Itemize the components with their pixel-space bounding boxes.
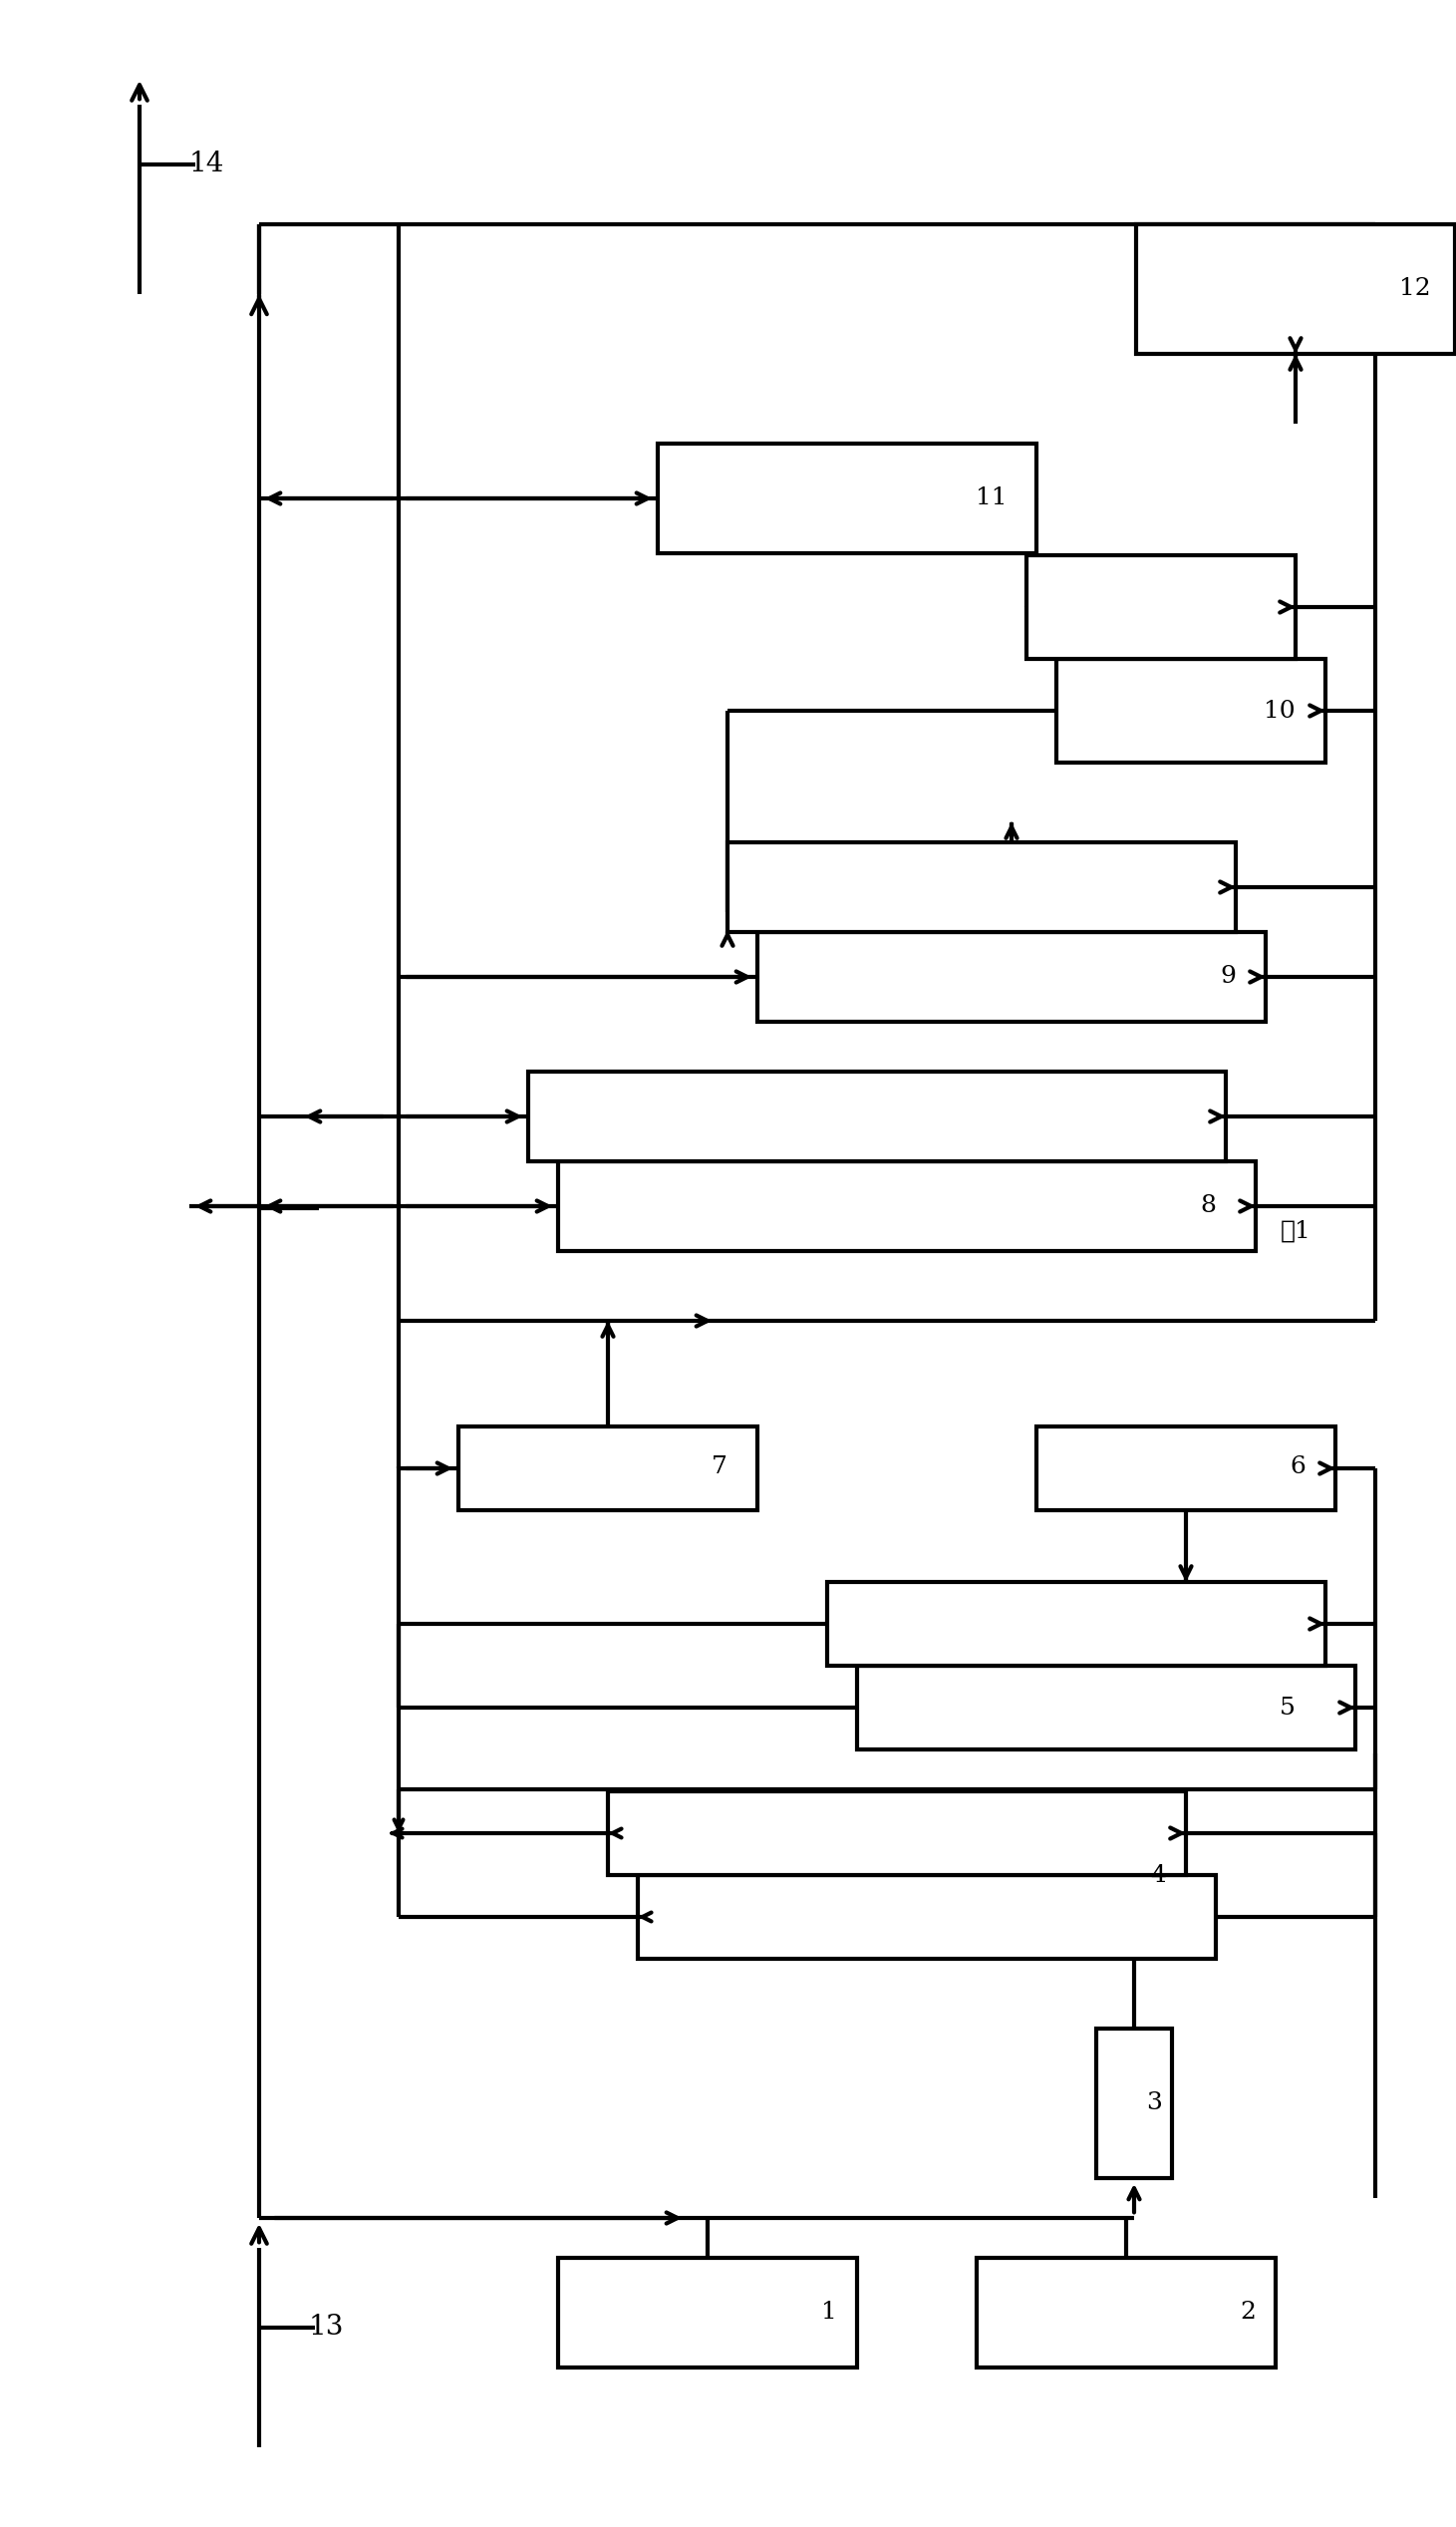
- Text: 3: 3: [1146, 2092, 1162, 2115]
- Text: 8: 8: [1200, 1195, 1216, 1218]
- Bar: [827, 1582, 1325, 1665]
- Bar: [977, 2257, 1275, 2368]
- Bar: [558, 2257, 858, 2368]
- Text: 图1: 图1: [1280, 1221, 1310, 1243]
- Bar: [1096, 2029, 1172, 2178]
- Bar: [638, 1875, 1216, 1958]
- Bar: [1037, 1425, 1335, 1511]
- Text: 10: 10: [1264, 700, 1296, 723]
- Bar: [858, 1665, 1356, 1749]
- Bar: [1026, 556, 1296, 660]
- Text: 2: 2: [1241, 2302, 1255, 2325]
- Bar: [728, 841, 1236, 932]
- Text: 6: 6: [1290, 1456, 1306, 1478]
- Bar: [529, 1071, 1226, 1162]
- Text: 12: 12: [1399, 278, 1431, 301]
- Bar: [658, 445, 1037, 553]
- Bar: [459, 1425, 757, 1511]
- Text: 7: 7: [712, 1456, 728, 1478]
- Text: 1: 1: [821, 2302, 837, 2325]
- Bar: [1136, 225, 1455, 354]
- Bar: [757, 932, 1265, 1021]
- Text: 4: 4: [1150, 1862, 1166, 1888]
- Text: 14: 14: [189, 152, 224, 177]
- Text: 5: 5: [1280, 1696, 1296, 1718]
- Text: 9: 9: [1220, 965, 1236, 988]
- Bar: [609, 1792, 1187, 1875]
- Bar: [1057, 660, 1325, 763]
- Text: 11: 11: [976, 488, 1006, 510]
- Text: 13: 13: [309, 2315, 344, 2340]
- Bar: [558, 1162, 1255, 1251]
